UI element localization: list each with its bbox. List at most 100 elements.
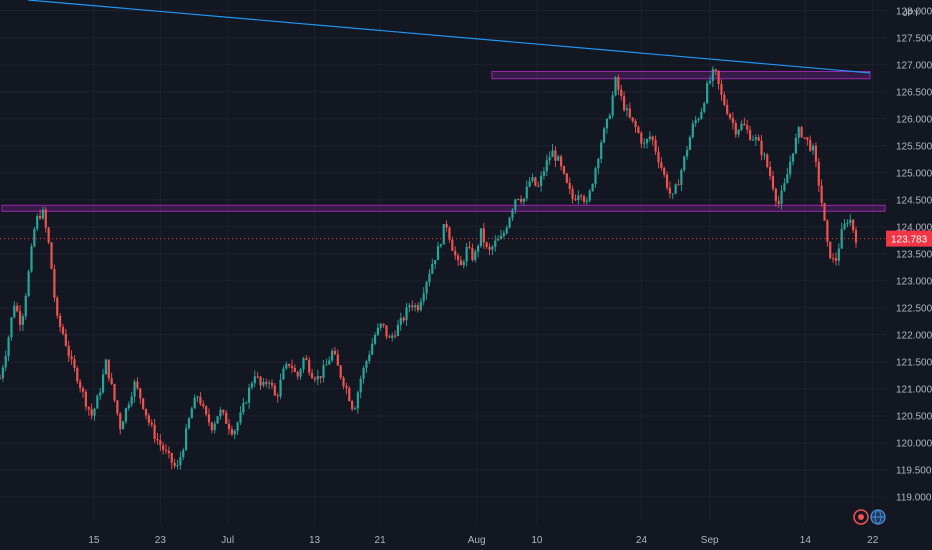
candle-body xyxy=(262,381,265,386)
candle-body xyxy=(250,383,254,388)
candle-body xyxy=(270,382,274,386)
candle-body xyxy=(196,396,199,398)
candle-body xyxy=(330,350,334,361)
candle-body xyxy=(13,305,16,318)
price-tick-label: 119.000 xyxy=(896,492,932,503)
candle-body xyxy=(73,359,76,368)
candle-body xyxy=(471,247,474,260)
candle-body xyxy=(748,129,752,140)
candle-body xyxy=(445,224,448,228)
candle-body xyxy=(688,137,692,150)
candle-body xyxy=(731,118,734,124)
time-axis[interactable]: 15 23 Jul 13 21 Aug 10 24 Sep 14 22 xyxy=(88,535,878,546)
candle-body xyxy=(511,209,514,218)
last-price-tag[interactable] xyxy=(886,230,932,247)
price-tick-label: 120.000 xyxy=(896,438,932,449)
candle-body xyxy=(76,367,79,382)
candle-body xyxy=(600,142,603,159)
candle-body xyxy=(665,174,669,188)
candle-body xyxy=(328,360,331,365)
candle-body xyxy=(16,305,19,312)
candle-body xyxy=(279,379,282,397)
candle-body xyxy=(562,166,566,174)
candle-body xyxy=(348,388,351,401)
trend-line[interactable] xyxy=(27,0,871,74)
candle-body xyxy=(30,246,33,272)
candle-body xyxy=(333,350,337,355)
time-tick-label: 10 xyxy=(531,535,543,546)
candle-body xyxy=(623,96,626,111)
candle-body xyxy=(7,337,10,357)
candle-body xyxy=(706,83,709,104)
candles-layer xyxy=(0,66,858,470)
candle-body xyxy=(399,317,402,325)
resistance-zone[interactable] xyxy=(491,70,871,80)
candle-body xyxy=(531,177,534,182)
candle-body xyxy=(1,367,4,379)
candle-body xyxy=(227,423,231,430)
candle-body xyxy=(273,385,276,396)
candle-body xyxy=(156,438,159,441)
candle-body xyxy=(605,118,609,129)
candle-body xyxy=(365,361,368,368)
candle-body xyxy=(133,381,136,397)
candle-body xyxy=(202,404,205,407)
price-tick-label: 127.500 xyxy=(896,33,932,44)
chart-tools xyxy=(853,509,886,525)
candle-body xyxy=(408,305,411,308)
candle-body xyxy=(411,305,414,308)
candle-body xyxy=(502,233,505,236)
candle-body xyxy=(41,209,45,219)
candle-body xyxy=(766,154,769,167)
candle-body xyxy=(282,368,285,380)
candle-body xyxy=(222,409,225,413)
candle-body xyxy=(233,430,236,435)
candle-body xyxy=(677,184,680,186)
candle-body xyxy=(345,386,348,389)
candle-body xyxy=(637,127,640,133)
candle-body xyxy=(814,145,818,162)
candle-body xyxy=(620,89,623,97)
candle-body xyxy=(265,381,268,384)
candle-body xyxy=(468,246,471,248)
time-tick-label: Aug xyxy=(468,535,486,546)
candle-body xyxy=(359,378,362,393)
candle-body xyxy=(379,323,382,328)
candle-body xyxy=(843,223,846,229)
candle-body xyxy=(79,381,82,389)
candle-body xyxy=(162,445,165,450)
candle-body xyxy=(534,177,537,186)
price-tick-label: 123.500 xyxy=(896,249,932,260)
candle-body xyxy=(588,190,591,201)
candle-body xyxy=(726,104,729,114)
candle-body xyxy=(451,239,454,251)
price-tick-label: 125.000 xyxy=(896,168,932,179)
trendline-layer xyxy=(27,0,871,74)
candle-body xyxy=(213,423,216,431)
candle-body xyxy=(560,156,563,167)
candle-body xyxy=(640,132,643,144)
candle-body xyxy=(700,111,703,119)
price-tick-label: 128.000 xyxy=(896,6,932,17)
candle-body xyxy=(396,324,400,336)
candle-body xyxy=(310,372,314,379)
candle-body xyxy=(179,457,182,466)
candle-body xyxy=(634,121,637,128)
candle-body xyxy=(789,161,792,175)
candle-body xyxy=(376,327,379,335)
candle-body xyxy=(849,219,852,223)
price-axis[interactable]: JPY 128.000 127.500 127.000 126.500 126.000 1… xyxy=(896,6,932,503)
candle-body xyxy=(176,465,179,467)
time-tick-label: 14 xyxy=(800,535,812,546)
target-icon[interactable] xyxy=(853,509,869,525)
candle-body xyxy=(465,246,468,262)
candle-body xyxy=(548,157,551,161)
candle-body xyxy=(159,440,162,446)
candle-body xyxy=(150,422,153,425)
candle-body xyxy=(61,326,65,334)
globe-icon[interactable] xyxy=(870,509,886,525)
support-zone[interactable] xyxy=(1,204,886,212)
